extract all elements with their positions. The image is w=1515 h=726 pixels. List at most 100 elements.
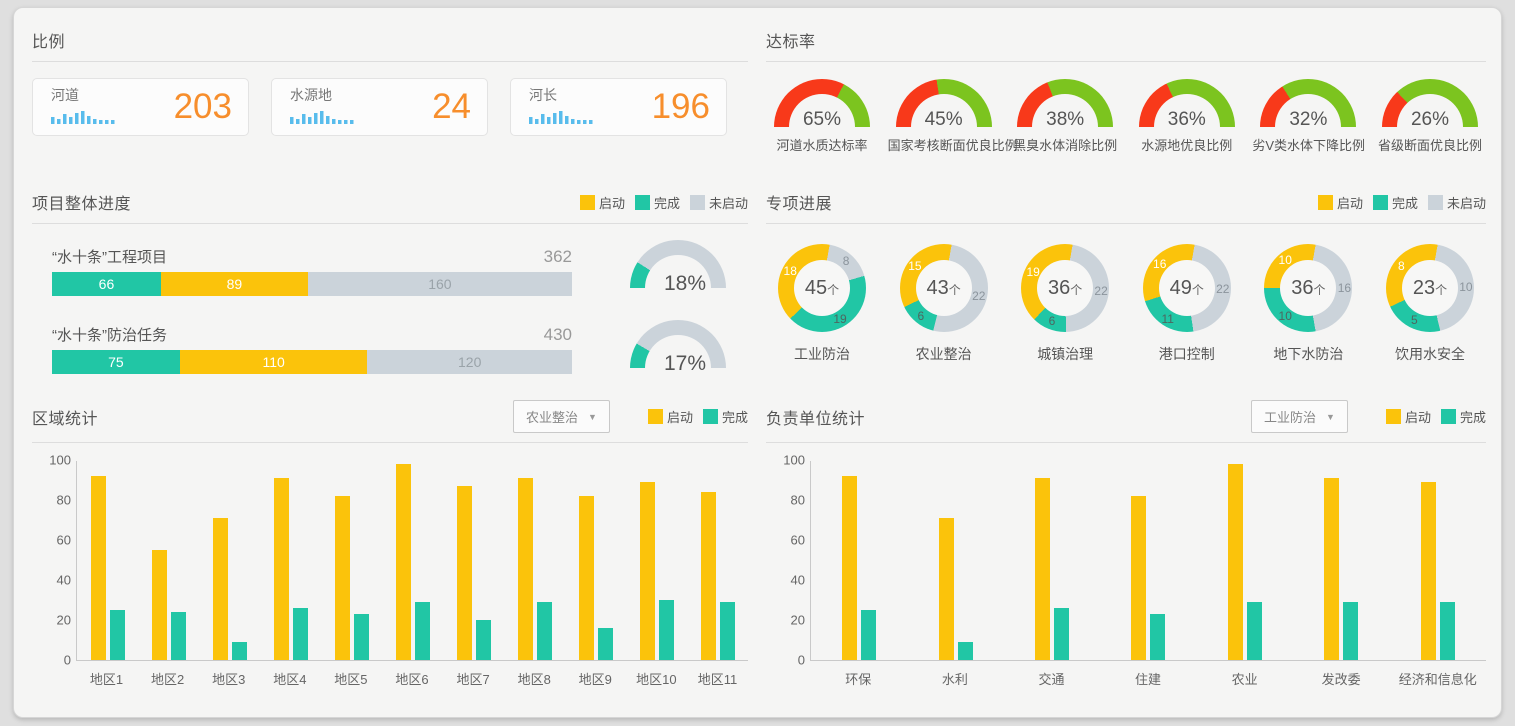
bar-group	[907, 461, 1003, 660]
donut-title: 地下水防治	[1273, 346, 1344, 362]
donut-title: 港口控制	[1158, 346, 1215, 362]
donut-segment-label: 11	[1161, 311, 1174, 326]
stat-card-label: 河道	[51, 87, 79, 103]
legend-item: 未启动	[1427, 193, 1486, 212]
donut-center-value: 36个	[1291, 276, 1326, 299]
x-axis-label: 发改委	[1321, 672, 1361, 687]
bar-启动	[273, 478, 289, 660]
x-axis-label: 地区3	[212, 672, 246, 687]
donut-segment-label: 22	[1216, 281, 1230, 296]
gauge-arc: 65%	[774, 79, 870, 127]
donut-hole: 45个	[794, 260, 850, 316]
compliance-gauge: 36% 水源地优良比例	[1131, 79, 1243, 154]
bar-group	[321, 461, 382, 660]
stat-card-watersource: 水源地 24	[271, 78, 488, 136]
section-title-region: 区域统计	[32, 410, 99, 428]
compliance-gauge: 45% 国家考核断面优良比例	[888, 79, 1018, 154]
bar-完成	[658, 600, 674, 660]
legend-item: 完成	[702, 407, 748, 426]
section-region-header: 区域统计 农业整治 ▼ 启动 完成	[32, 400, 748, 443]
x-axis-label: 地区9	[578, 672, 612, 687]
bar-group	[565, 461, 626, 660]
section-compliance-header: 达标率	[766, 28, 1486, 62]
bar-完成	[1439, 602, 1455, 660]
bar-启动	[578, 496, 594, 660]
donut-ring: 36个 10 16 10	[1264, 244, 1353, 332]
y-axis-tick: 0	[797, 652, 805, 668]
x-axis-label: 交通	[1038, 672, 1065, 687]
progress-row-total: 362	[543, 247, 572, 266]
donut-segment-label: 10	[1278, 308, 1292, 323]
chevron-down-icon: ▼	[588, 411, 597, 422]
progress-gauge-percent: 17%	[663, 352, 707, 375]
bar-完成	[170, 612, 186, 660]
donut-title: 农业整治	[915, 346, 972, 362]
bar-sparkline-icon	[51, 108, 117, 129]
x-axis-label: 经济和信息化	[1398, 672, 1477, 687]
legend-swatch	[689, 194, 705, 210]
progress-segment-未启动: 120	[367, 350, 572, 374]
section-unit: 负责单位统计 工业防治 ▼ 启动 完成 0 20 40 60 80 100 环保 水利 交通 住建 农…	[766, 400, 1486, 688]
bar-完成	[719, 602, 735, 660]
bar-sparkline-icon	[529, 108, 595, 129]
y-axis-tick: 20	[790, 612, 805, 628]
legend-swatch	[634, 194, 650, 210]
bar-完成	[597, 628, 613, 660]
donut-hole: 49个	[1158, 260, 1215, 316]
x-axis-labels: 地区1 地区2 地区3 地区4 地区5 地区6 地区7 地区8 地区9 地区10 地区11	[76, 669, 748, 688]
compliance-gauge: 32% 劣V类水体下降比例	[1252, 79, 1366, 154]
gauge-label: 劣V类水体下降比例	[1252, 138, 1366, 153]
section-progress-header: 项目整体进度 启动 完成 未启动	[32, 190, 748, 224]
donut-segment-label: 16	[1153, 257, 1167, 272]
legend-item: 未启动	[689, 193, 748, 212]
legend-swatch	[1440, 409, 1456, 424]
legend-label: 完成	[1391, 195, 1418, 211]
bar-完成	[1150, 614, 1166, 660]
bar-启动	[1035, 478, 1051, 660]
donut-hole: 23个	[1401, 260, 1458, 316]
y-axis-tick: 80	[56, 492, 71, 508]
donut-segment-label: 19	[833, 312, 847, 327]
gauge-percent: 32%	[1289, 109, 1328, 127]
legend-swatch	[1372, 194, 1388, 210]
special-progress-donuts: 45个 18 8 19 工业防治 43个 15 22 6 农业整治 36个 19 22 6 城镇治理 49个 1…	[766, 244, 1486, 364]
stat-card-value: 24	[432, 87, 471, 126]
bar-启动	[395, 464, 411, 660]
bar-完成	[1343, 602, 1359, 660]
progress-stacked-bar: 66 89 160	[52, 272, 572, 296]
special-donut: 49个 16 22 11 港口控制	[1131, 244, 1243, 364]
x-axis-label: 地区4	[273, 672, 307, 687]
section-region: 区域统计 农业整治 ▼ 启动 完成 0 20 40 60 80 100 地区1 地区2 地区3 地区…	[32, 400, 748, 688]
y-axis-tick: 40	[790, 572, 805, 588]
region-filter-value: 农业整治	[526, 410, 579, 425]
region-filter-dropdown[interactable]: 农业整治 ▼	[513, 400, 610, 433]
section-ratio-header: 比例	[32, 28, 748, 62]
donut-center-value: 23个	[1412, 276, 1448, 299]
bar-启动	[1131, 496, 1147, 660]
progress-row-total: 430	[543, 325, 572, 344]
progress-gauge-percent: 18%	[663, 272, 707, 295]
bar-group	[199, 461, 260, 660]
donut-center-value: 45个	[804, 276, 840, 299]
progress-mini-gauges: 18% 17%	[630, 240, 730, 400]
bar-完成	[1054, 608, 1070, 660]
progress-row-label: “水十条”工程项目	[52, 249, 167, 266]
compliance-gauges: 65% 河道水质达标率 45% 国家考核断面优良比例 38% 黑臭水体消除比例 36% 水源地…	[766, 79, 1486, 154]
progress-segment-未启动: 160	[307, 272, 572, 296]
bar-group	[382, 461, 443, 660]
unit-filter-dropdown[interactable]: 工业防治 ▼	[1251, 400, 1348, 433]
y-axis-tick: 60	[56, 532, 71, 548]
bar-完成	[957, 642, 973, 660]
x-axis-label: 地区6	[395, 672, 429, 687]
y-axis-tick: 0	[63, 652, 71, 668]
x-axis-label: 地区5	[334, 672, 368, 687]
x-axis-label: 住建	[1135, 672, 1162, 687]
bar-启动	[212, 518, 228, 660]
legend-swatch	[1385, 409, 1401, 424]
unit-filter-value: 工业防治	[1264, 410, 1317, 425]
bar-完成	[475, 620, 491, 660]
section-title-progress: 项目整体进度	[32, 196, 132, 213]
bar-group	[260, 461, 321, 660]
section-title-compliance: 达标率	[766, 34, 816, 51]
bar-启动	[1324, 478, 1340, 660]
